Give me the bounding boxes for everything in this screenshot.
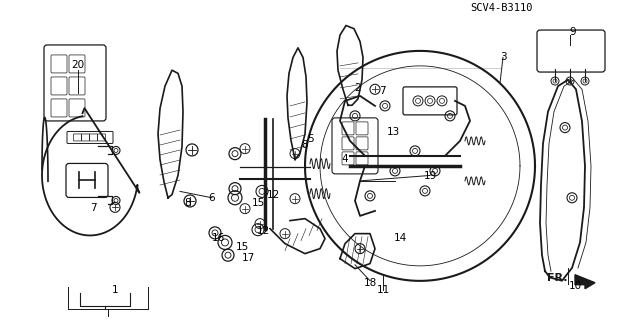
Text: 8: 8 bbox=[301, 140, 308, 150]
Text: 7: 7 bbox=[379, 86, 385, 96]
Text: 18: 18 bbox=[364, 278, 376, 288]
Text: FR.: FR. bbox=[547, 273, 568, 283]
Text: 7: 7 bbox=[90, 203, 96, 213]
Text: 15: 15 bbox=[236, 242, 248, 252]
Polygon shape bbox=[575, 275, 595, 289]
Text: 12: 12 bbox=[266, 189, 280, 200]
Text: 1: 1 bbox=[112, 285, 118, 295]
Text: 8: 8 bbox=[185, 197, 191, 208]
Text: 19: 19 bbox=[424, 171, 436, 181]
Text: SCV4-B3110: SCV4-B3110 bbox=[470, 3, 532, 13]
Text: 3: 3 bbox=[500, 52, 506, 63]
Text: 17: 17 bbox=[241, 253, 255, 263]
Text: 5: 5 bbox=[307, 134, 314, 144]
Text: 13: 13 bbox=[387, 127, 399, 137]
Text: 6: 6 bbox=[209, 193, 215, 203]
Text: 2: 2 bbox=[355, 83, 362, 93]
Text: 16: 16 bbox=[211, 233, 225, 243]
Text: 4: 4 bbox=[342, 154, 348, 165]
Text: 10: 10 bbox=[568, 280, 582, 291]
Text: 11: 11 bbox=[376, 285, 390, 295]
Text: 12: 12 bbox=[257, 226, 269, 236]
Text: 14: 14 bbox=[394, 233, 406, 243]
Text: 9: 9 bbox=[570, 27, 576, 37]
Text: 15: 15 bbox=[252, 197, 264, 208]
Text: 20: 20 bbox=[72, 60, 84, 70]
